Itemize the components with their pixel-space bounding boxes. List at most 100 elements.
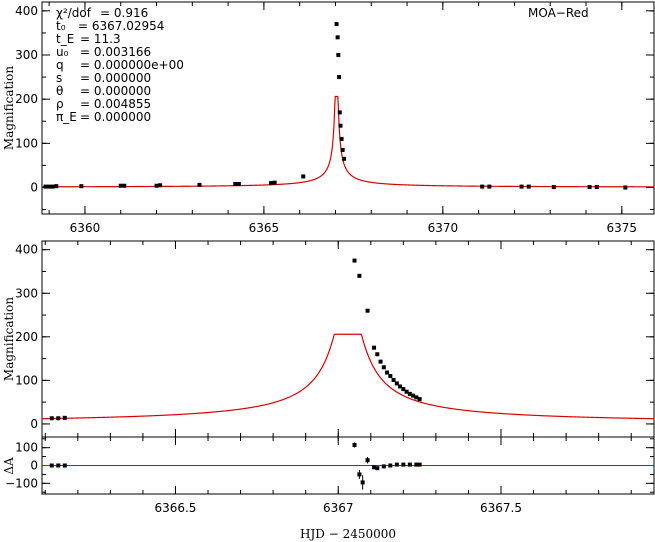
param-name: π_E	[56, 110, 77, 124]
data-point	[54, 184, 59, 189]
data-point	[357, 472, 362, 477]
param-value: = 0.000000	[80, 110, 151, 124]
observatory-label: MOA−Red	[528, 6, 589, 20]
data-point	[417, 462, 422, 467]
data-point	[404, 389, 409, 394]
y-tick-label: 0	[30, 459, 38, 473]
data-point	[79, 184, 84, 189]
data-point	[372, 465, 377, 470]
param-value: = 0.916	[100, 6, 148, 20]
x-tick-label: 6365	[249, 221, 280, 235]
data-point	[587, 185, 592, 190]
data-point	[411, 393, 416, 398]
data-point	[233, 181, 238, 186]
data-point	[375, 352, 380, 357]
data-point	[56, 416, 61, 421]
data-point	[398, 384, 403, 389]
residual-panel: −100 0 100 6366.5 6367 6367.5	[5, 437, 654, 515]
data-point	[340, 147, 345, 152]
data-point	[594, 185, 599, 190]
data-point	[401, 462, 406, 467]
param-name: s	[56, 71, 62, 85]
x-tick-label: 6375	[607, 221, 638, 235]
data-point	[487, 184, 492, 189]
data-point	[122, 183, 127, 188]
data-point	[352, 443, 357, 448]
param-name: q	[56, 58, 64, 72]
x-tick-label: 6370	[428, 221, 459, 235]
data-point	[365, 308, 370, 313]
y-tick-label: 400	[15, 4, 38, 18]
model-curve	[42, 333, 655, 420]
data-point	[337, 75, 342, 80]
data-point	[414, 395, 419, 400]
middle-panel-frame	[41, 240, 655, 438]
y-tick-label: 100	[15, 373, 38, 387]
param-value: = 11.3	[80, 32, 121, 46]
data-point	[385, 370, 390, 375]
param-name: t₀	[56, 19, 66, 33]
data-point	[334, 22, 339, 27]
param-name: u₀	[56, 45, 69, 59]
data-point	[49, 416, 54, 421]
data-point	[62, 415, 67, 420]
y-tick-label: 200	[15, 92, 38, 106]
data-point	[197, 182, 202, 187]
y-tick-label: 400	[15, 243, 38, 257]
y-tick-label: 100	[15, 136, 38, 150]
param-name: t_E	[56, 32, 74, 46]
data-point	[43, 184, 48, 189]
data-point	[352, 258, 357, 263]
data-point	[372, 345, 377, 350]
data-point	[360, 480, 365, 485]
data-point	[236, 181, 241, 186]
data-point	[480, 184, 485, 189]
data-point	[269, 181, 274, 186]
x-tick-label: 6367.5	[480, 501, 522, 515]
data-point	[417, 397, 422, 402]
param-value: = 6367.02954	[78, 19, 164, 33]
data-point	[391, 377, 396, 382]
x-axis-label: HJD − 2450000	[300, 527, 396, 541]
top-panel-frame	[41, 1, 655, 215]
top-y-axis-label: Magnification	[2, 66, 16, 150]
data-point	[49, 463, 54, 468]
data-point	[272, 180, 277, 185]
y-tick-label: 300	[15, 286, 38, 300]
middle-y-axis-label: Magnification	[2, 297, 16, 381]
param-name: θ	[56, 84, 63, 98]
top-panel: 0 100 200 300 400 6360 6365 6370 6375	[15, 2, 654, 235]
fit-parameters: χ²/dof = 0.916 t₀ = 6367.02954 t_E = 11.…	[56, 6, 184, 124]
data-point	[336, 53, 341, 57]
param-value: = 0.000000	[80, 84, 151, 98]
data-point	[365, 458, 370, 463]
data-point	[381, 365, 386, 370]
data-point	[47, 184, 52, 189]
param-value: = 0.000000e+00	[80, 58, 184, 72]
data-point	[62, 463, 67, 468]
residual-y-axis-label: ΔA	[2, 457, 16, 475]
data-point	[342, 156, 347, 161]
data-point	[375, 466, 380, 471]
data-point	[338, 123, 343, 128]
x-tick-label: 6366.5	[154, 501, 196, 515]
data-point	[388, 463, 393, 468]
y-tick-label: 100	[15, 441, 38, 455]
data-point	[339, 136, 344, 141]
data-point	[401, 387, 406, 392]
x-tick-label: 6360	[70, 221, 101, 235]
data-point	[378, 359, 383, 364]
param-name: χ²/dof	[56, 6, 92, 20]
data-point	[335, 35, 340, 40]
data-point	[158, 183, 163, 188]
param-value: = 0.003166	[80, 45, 151, 59]
y-tick-label: 0	[30, 417, 38, 431]
y-tick-label: 300	[15, 48, 38, 62]
data-point	[394, 381, 399, 386]
data-point	[154, 183, 159, 188]
data-point	[388, 374, 393, 379]
data-point	[118, 183, 123, 188]
data-point	[519, 184, 524, 189]
data-point	[337, 110, 342, 115]
